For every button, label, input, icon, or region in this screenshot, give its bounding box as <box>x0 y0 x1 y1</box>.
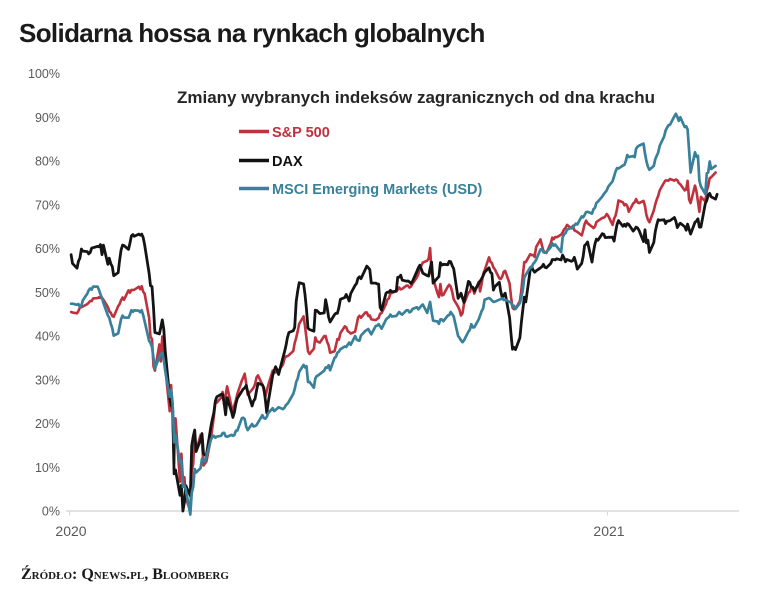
svg-text:0%: 0% <box>42 505 60 519</box>
svg-text:40%: 40% <box>35 330 60 344</box>
svg-text:2021: 2021 <box>593 523 624 539</box>
svg-text:90%: 90% <box>35 111 60 125</box>
svg-text:S&P 500: S&P 500 <box>272 125 330 141</box>
svg-text:Zmiany wybranych indeksów zagr: Zmiany wybranych indeksów zagranicznych … <box>177 88 655 107</box>
svg-text:2020: 2020 <box>55 523 86 539</box>
svg-text:80%: 80% <box>35 155 60 169</box>
svg-text:MSCI Emerging Markets (USD): MSCI Emerging Markets (USD) <box>272 182 482 198</box>
svg-text:70%: 70% <box>35 198 60 212</box>
svg-text:10%: 10% <box>35 461 60 475</box>
svg-text:30%: 30% <box>35 373 60 387</box>
svg-text:50%: 50% <box>35 286 60 300</box>
svg-text:100%: 100% <box>28 67 60 81</box>
svg-text:20%: 20% <box>35 417 60 431</box>
svg-text:60%: 60% <box>35 242 60 256</box>
svg-text:DAX: DAX <box>272 154 303 170</box>
